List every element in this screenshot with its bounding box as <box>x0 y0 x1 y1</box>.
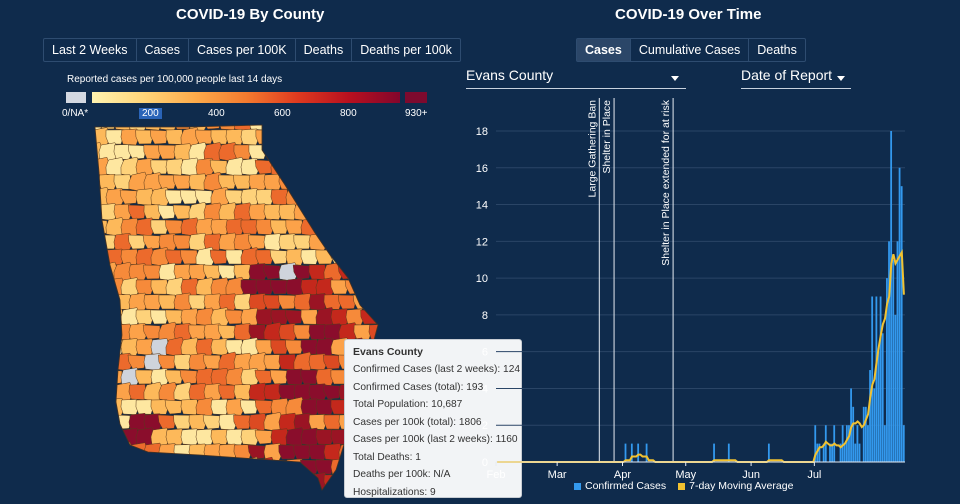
y-tick-label: 10 <box>476 273 488 285</box>
x-tick-label: Feb <box>487 469 506 481</box>
y-tick-label: 4 <box>482 383 488 395</box>
legend-series-cases: Confirmed Cases <box>585 480 666 492</box>
case-bar <box>892 260 894 462</box>
annotation-label: Shelter in Place <box>601 100 613 174</box>
legend-bars-swatch <box>574 483 581 490</box>
case-bar <box>903 425 905 462</box>
annotation-label: Shelter in Place extended for at risk <box>660 99 672 266</box>
case-bar <box>897 241 899 462</box>
y-tick-label: 0 <box>482 457 488 469</box>
case-bar <box>842 425 844 462</box>
case-bar <box>880 297 882 463</box>
case-bar <box>878 352 880 462</box>
case-bar <box>873 388 875 462</box>
case-bar <box>894 315 896 462</box>
y-tick-label: 18 <box>476 126 488 138</box>
legend-series-average: 7-day Moving Average <box>689 480 793 492</box>
case-bar <box>901 186 903 462</box>
case-bar <box>844 444 846 462</box>
legend-line-swatch <box>678 483 685 490</box>
case-bar <box>854 444 856 462</box>
case-bar <box>863 407 865 462</box>
case-bar <box>884 425 886 462</box>
y-tick-label: 6 <box>482 347 488 359</box>
y-tick-label: 2 <box>482 420 488 432</box>
case-bar <box>871 297 873 463</box>
y-tick-label: 8 <box>482 310 488 322</box>
case-bar <box>869 370 871 462</box>
case-bar <box>890 131 892 462</box>
case-bar <box>875 297 877 463</box>
case-bar <box>852 407 854 462</box>
y-tick-label: 12 <box>476 236 488 248</box>
case-bar <box>867 425 869 462</box>
y-tick-label: 14 <box>476 200 488 212</box>
case-bar <box>857 425 859 462</box>
x-tick-label: Mar <box>548 469 567 481</box>
x-tick-label: Jul <box>807 469 821 481</box>
case-bar <box>637 444 639 462</box>
case-bar <box>846 425 848 462</box>
y-tick-label: 16 <box>476 163 488 175</box>
case-bar <box>859 444 861 462</box>
case-bar <box>865 407 867 462</box>
chart-legend: Confirmed Cases 7-day Moving Average <box>574 480 793 492</box>
case-bar <box>882 333 884 462</box>
annotation-label: Large Gathering Ban <box>586 100 598 198</box>
case-bar <box>899 168 901 462</box>
